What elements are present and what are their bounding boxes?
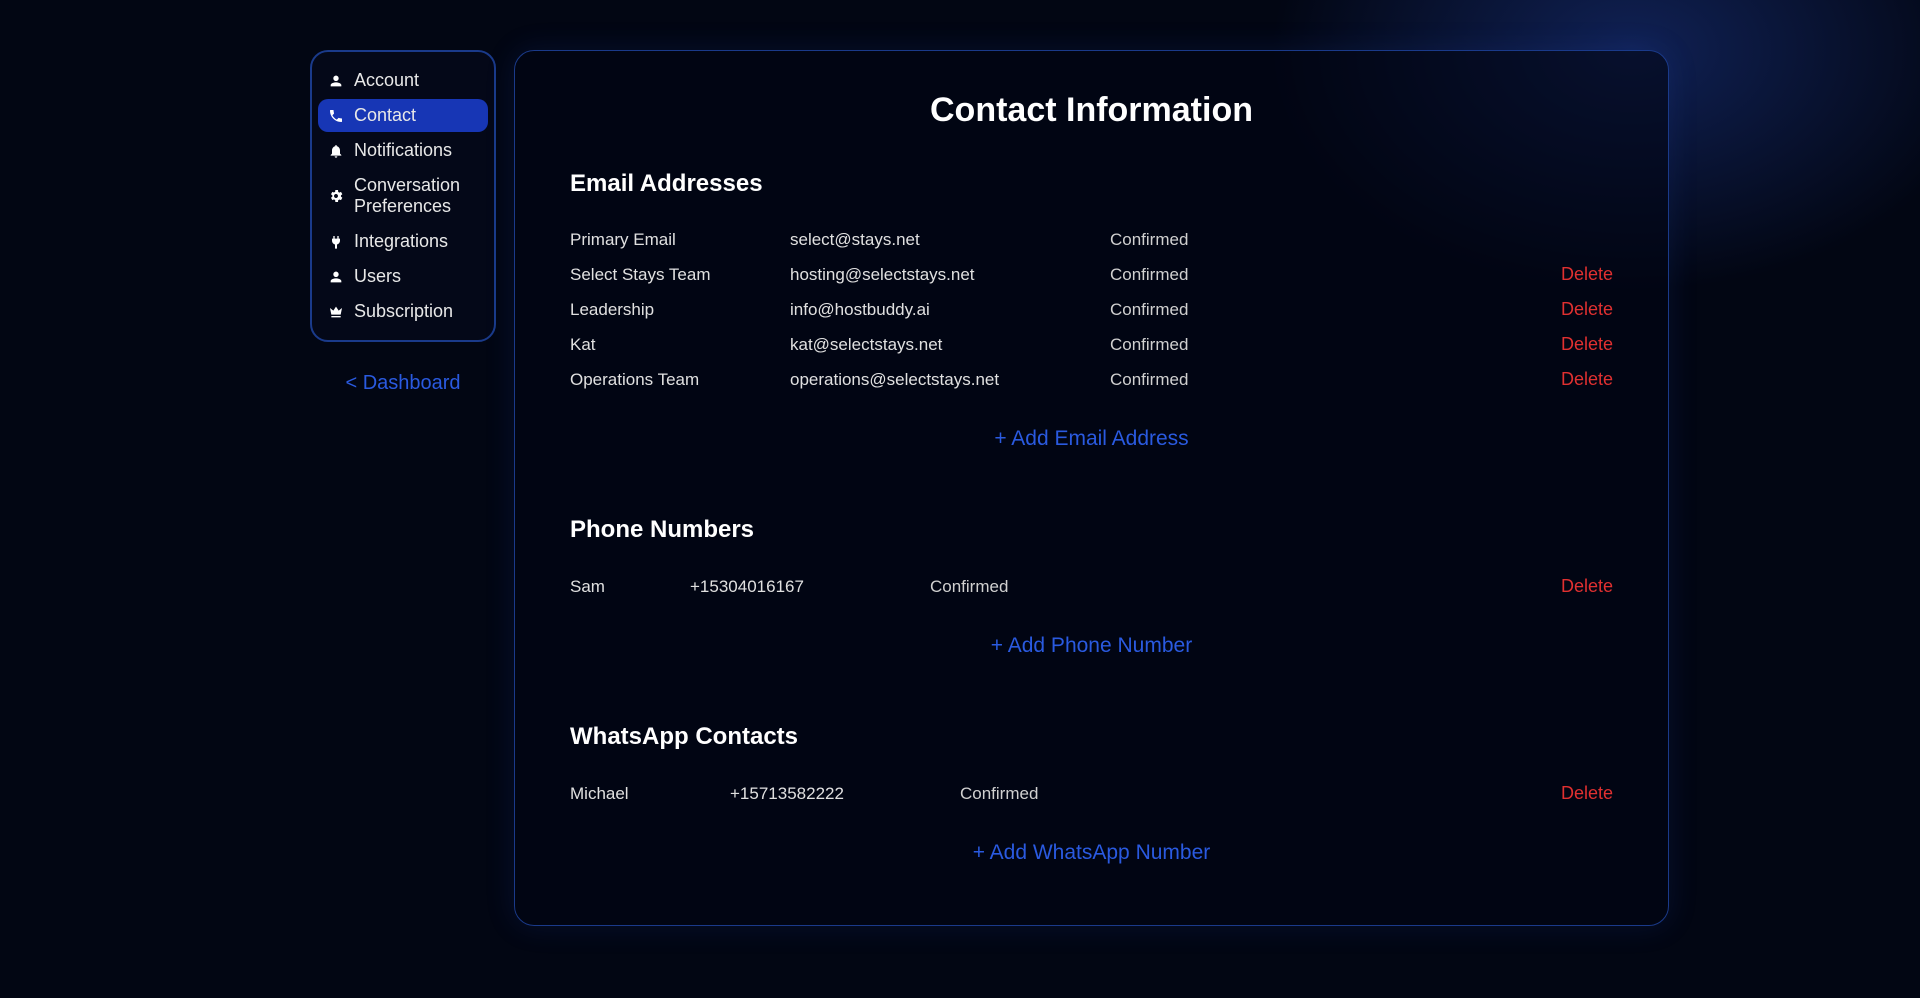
sidebar-item-integrations[interactable]: Integrations [318, 225, 488, 258]
whatsapp-value: +15713582222 [730, 784, 960, 804]
sidebar: Account Contact Notifications Conversati… [310, 50, 496, 926]
phone-row: Sam +15304016167 Confirmed Delete [570, 569, 1613, 604]
email-row: Operations Team operations@selectstays.n… [570, 362, 1613, 397]
status-badge: Confirmed [1110, 335, 1493, 355]
delete-button[interactable]: Delete [1493, 576, 1613, 597]
status-badge: Confirmed [1110, 370, 1493, 390]
user-icon [328, 73, 344, 89]
crown-icon [328, 304, 344, 320]
phone-icon [328, 108, 344, 124]
add-phone-button[interactable]: + Add Phone Number [570, 634, 1613, 658]
email-label: Kat [570, 335, 790, 355]
user-icon [328, 269, 344, 285]
email-value: kat@selectstays.net [790, 335, 1110, 355]
add-email-button[interactable]: + Add Email Address [570, 427, 1613, 451]
email-section: Email Addresses Primary Email select@sta… [570, 170, 1613, 451]
email-value: operations@selectstays.net [790, 370, 1110, 390]
sidebar-item-label: Subscription [354, 301, 453, 322]
phone-label: Sam [570, 577, 690, 597]
sidebar-item-users[interactable]: Users [318, 260, 488, 293]
sidebar-item-label: Integrations [354, 231, 448, 252]
dashboard-link[interactable]: < Dashboard [310, 372, 496, 395]
main-panel: Contact Information Email Addresses Prim… [514, 50, 1669, 926]
email-label: Primary Email [570, 230, 790, 250]
delete-button[interactable]: Delete [1493, 783, 1613, 804]
whatsapp-row: Michael +15713582222 Confirmed Delete [570, 776, 1613, 811]
sidebar-item-label: Users [354, 266, 401, 287]
email-row: Primary Email select@stays.net Confirmed [570, 223, 1613, 257]
sidebar-item-label: Notifications [354, 140, 452, 161]
email-value: select@stays.net [790, 230, 1110, 250]
delete-button[interactable]: Delete [1493, 299, 1613, 320]
sidebar-item-conversation-preferences[interactable]: Conversation Preferences [318, 169, 488, 223]
status-badge: Confirmed [1110, 230, 1493, 250]
email-label: Leadership [570, 300, 790, 320]
delete-button[interactable]: Delete [1493, 334, 1613, 355]
whatsapp-section: WhatsApp Contacts Michael +15713582222 C… [570, 723, 1613, 865]
status-badge: Confirmed [960, 784, 1493, 804]
email-row: Leadership info@hostbuddy.ai Confirmed D… [570, 292, 1613, 327]
add-whatsapp-button[interactable]: + Add WhatsApp Number [570, 841, 1613, 865]
plug-icon [328, 234, 344, 250]
delete-button[interactable]: Delete [1493, 369, 1613, 390]
status-badge: Confirmed [930, 577, 1493, 597]
sidebar-item-notifications[interactable]: Notifications [318, 134, 488, 167]
status-badge: Confirmed [1110, 300, 1493, 320]
sidebar-nav: Account Contact Notifications Conversati… [310, 50, 496, 342]
sidebar-item-account[interactable]: Account [318, 64, 488, 97]
page-title: Contact Information [570, 91, 1613, 130]
sidebar-item-contact[interactable]: Contact [318, 99, 488, 132]
bell-icon [328, 143, 344, 159]
sidebar-item-label: Contact [354, 105, 416, 126]
sidebar-item-label: Conversation Preferences [354, 175, 478, 217]
phone-section-heading: Phone Numbers [570, 516, 1613, 544]
email-value: info@hostbuddy.ai [790, 300, 1110, 320]
email-label: Operations Team [570, 370, 790, 390]
whatsapp-label: Michael [570, 784, 730, 804]
whatsapp-section-heading: WhatsApp Contacts [570, 723, 1613, 751]
email-row: Select Stays Team hosting@selectstays.ne… [570, 257, 1613, 292]
phone-value: +15304016167 [690, 577, 930, 597]
email-section-heading: Email Addresses [570, 170, 1613, 198]
email-label: Select Stays Team [570, 265, 790, 285]
sidebar-item-label: Account [354, 70, 419, 91]
phone-section: Phone Numbers Sam +15304016167 Confirmed… [570, 516, 1613, 658]
sidebar-item-subscription[interactable]: Subscription [318, 295, 488, 328]
email-value: hosting@selectstays.net [790, 265, 1110, 285]
gear-icon [328, 188, 344, 204]
email-row: Kat kat@selectstays.net Confirmed Delete [570, 327, 1613, 362]
delete-button[interactable]: Delete [1493, 264, 1613, 285]
status-badge: Confirmed [1110, 265, 1493, 285]
